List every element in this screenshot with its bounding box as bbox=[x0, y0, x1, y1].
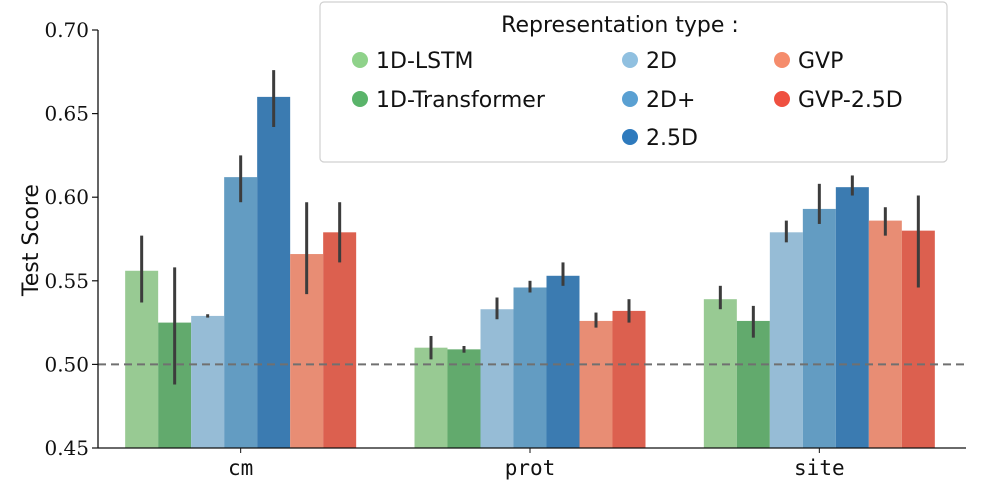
x-tick-label-cm: cm bbox=[228, 456, 253, 480]
y-tick-label-0.65: 0.65 bbox=[44, 102, 89, 126]
bar-prot-2.5D bbox=[546, 275, 580, 448]
bar-site-2.5D bbox=[835, 187, 869, 448]
y-tick-label-0.70: 0.70 bbox=[44, 18, 89, 42]
bar-prot-2D+ bbox=[513, 287, 547, 448]
y-tick-label-0.50: 0.50 bbox=[44, 352, 89, 376]
y-tick-label-0.60: 0.60 bbox=[44, 185, 89, 209]
bar-cm-2D bbox=[191, 315, 225, 448]
legend-marker-1D-Transformer bbox=[352, 91, 368, 107]
legend-box bbox=[319, 1, 948, 163]
legend-label-2D: 2D bbox=[646, 49, 677, 74]
bar-site-2D bbox=[769, 232, 803, 448]
bar-prot-2D bbox=[480, 309, 514, 448]
bar-cm-2.5D bbox=[257, 96, 291, 448]
bar-prot-GVP bbox=[579, 320, 613, 448]
y-tick-label-0.55: 0.55 bbox=[44, 269, 89, 293]
bar-prot-GVP-2.5D bbox=[612, 310, 646, 448]
bar-cm-2D+ bbox=[224, 177, 258, 449]
legend-label-GVP-2.5D: GVP-2.5D bbox=[798, 88, 903, 113]
x-tick-label-prot: prot bbox=[505, 456, 556, 480]
axes-layer: cm prot site 0.45 0.50 0.55 0.60 0.65 0.70 bbox=[44, 18, 966, 480]
bar-cm-GVP-2.5D bbox=[323, 232, 357, 448]
legend-marker-GVP bbox=[774, 52, 790, 68]
legend-label-GVP: GVP bbox=[798, 49, 843, 74]
bar-site-1D-LSTM bbox=[703, 299, 737, 448]
legend-title: Representation type : bbox=[501, 13, 739, 38]
legend-label-2D+: 2D+ bbox=[646, 88, 695, 113]
x-tick-label-site: site bbox=[794, 456, 845, 480]
legend-marker-2.5D bbox=[622, 129, 638, 145]
legend-marker-2D bbox=[622, 52, 638, 68]
legend-label-1D-Transformer: 1D-Transformer bbox=[376, 88, 546, 113]
y-axis-label: Test Score bbox=[19, 184, 44, 297]
legend-marker-2D+ bbox=[622, 91, 638, 107]
bar-site-GVP bbox=[868, 220, 902, 448]
bar-prot-1D-Transformer bbox=[447, 349, 481, 448]
legend-label-2.5D: 2.5D bbox=[646, 126, 698, 151]
bars-layer bbox=[125, 96, 935, 449]
legend-label-1D-LSTM: 1D-LSTM bbox=[376, 49, 474, 74]
legend: Representation type : 1D-LSTM 1D-Transform… bbox=[319, 1, 948, 163]
bar-site-1D-Transformer bbox=[736, 320, 770, 448]
legend-marker-1D-LSTM bbox=[352, 52, 368, 68]
error-bars-layer bbox=[140, 70, 920, 385]
legend-marker-GVP-2.5D bbox=[774, 91, 790, 107]
bar-site-2D+ bbox=[802, 208, 836, 448]
bar-prot-1D-LSTM bbox=[414, 347, 448, 448]
y-tick-label-0.45: 0.45 bbox=[44, 436, 89, 460]
